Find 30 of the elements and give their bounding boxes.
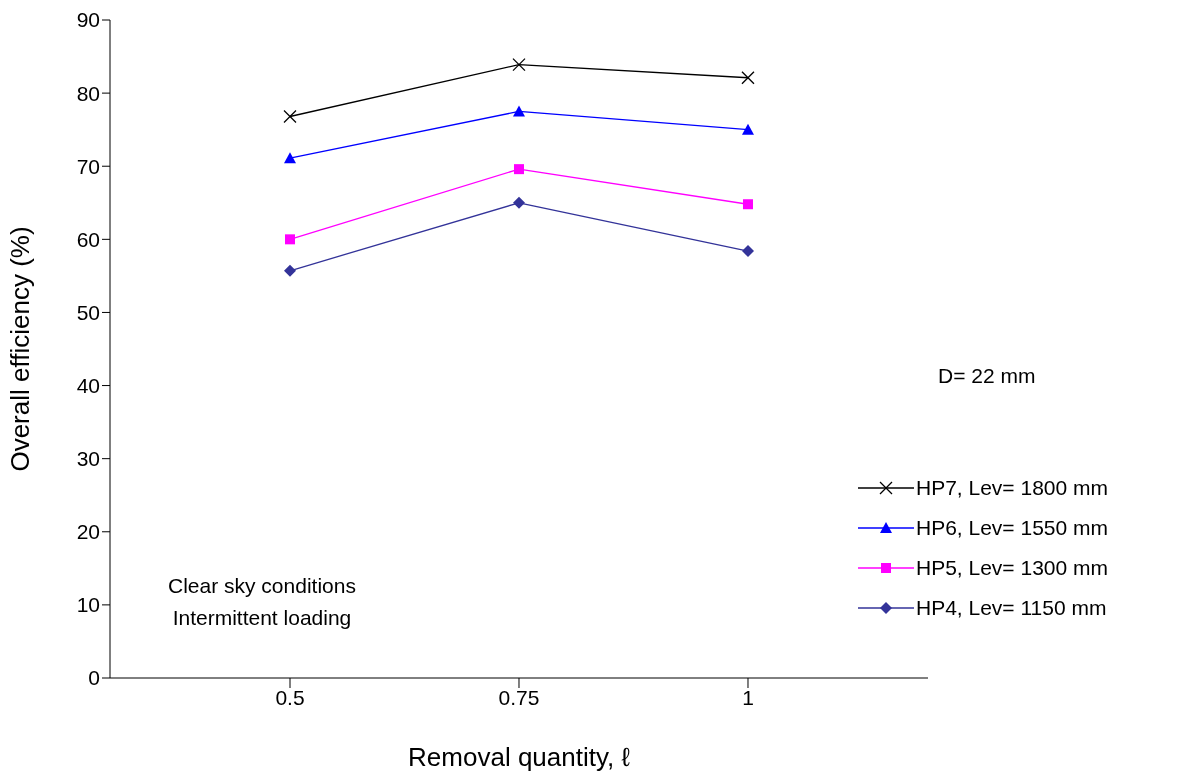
y-tick-label: 0 [88,666,100,690]
y-tick-label: 90 [76,8,100,32]
point [741,123,754,135]
y-tick-label: 80 [76,81,100,105]
point [284,152,296,164]
y-tick-label: 50 [76,300,100,324]
x-tick-label: 0.75 [498,685,540,709]
y-tick-label: 10 [76,593,100,617]
point [513,164,524,175]
y-tick-label: 20 [76,520,100,544]
point [285,234,295,245]
y-axis-title: Overall efficiency (%) [5,226,36,472]
y-tick-label: 70 [76,154,100,178]
text: D= 22 mm [938,363,1036,389]
x-tick-label: 1 [742,685,754,709]
x-axis-title: Removal quantity, ℓ [408,742,631,772]
point [742,199,753,210]
annotation: Clear sky conditions Intermittent loading [168,573,356,631]
y-tick-label: 40 [76,374,100,398]
legend-label: HP5, Lev= 1300 mm [915,556,1108,580]
y-tick-label: 30 [76,447,100,471]
legend-label: HP7, Lev= 1800 mm [915,476,1108,500]
x-tick-label: 0.5 [275,685,305,709]
legend-label: HP4, Lev= 1150 mm [915,596,1107,620]
y-tick-label: 60 [76,227,100,251]
point [512,196,525,209]
point [284,264,296,277]
point [512,105,525,117]
point [741,245,754,258]
legend-label: HP6, Lev= 1550 mm [915,516,1108,540]
